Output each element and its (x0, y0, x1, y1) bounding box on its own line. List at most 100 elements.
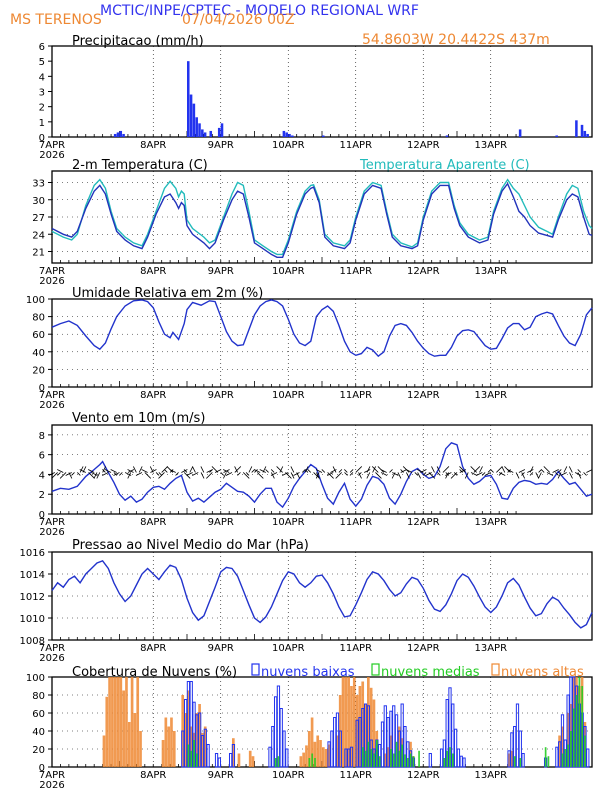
cloud-high-bar (201, 732, 204, 767)
precip-bar (518, 129, 522, 137)
wind-arrow (79, 469, 86, 473)
wind-arrow (181, 469, 188, 473)
rh-ytick-label: 100 (26, 295, 45, 306)
wind-arrow (436, 466, 441, 473)
precip-bar (285, 132, 288, 137)
wind-arrow (501, 466, 506, 473)
temp-ytick-label: 33 (32, 179, 45, 190)
wind-arrow (102, 469, 106, 473)
cloud-mid-bar (561, 753, 564, 767)
wind-arrow (138, 466, 143, 473)
cloud-high-bar (113, 677, 117, 767)
wind-arrow (521, 472, 526, 479)
cloud-mid-bar (446, 750, 449, 767)
wind-year-label: 2026 (39, 527, 64, 538)
wind-arrow (57, 469, 64, 473)
precip-bar (203, 132, 207, 137)
wind-arrow (355, 466, 363, 473)
cloud-high-bar (170, 717, 173, 767)
wind-arrow (344, 469, 348, 473)
cloud-high-bar (322, 747, 325, 767)
wind-arrow (335, 472, 342, 479)
precip-bar (209, 130, 213, 137)
precip-bar (288, 133, 291, 137)
cloud-high-bar (361, 681, 365, 767)
precip-bar (445, 135, 449, 137)
wind-arrow (183, 469, 188, 473)
wind-arrow (557, 469, 562, 473)
temp-ytick-label: 24 (32, 230, 45, 241)
cloud-low-bar (586, 748, 590, 768)
cloud-mid-bar (314, 758, 316, 767)
wind-arrow (574, 472, 582, 476)
temp-year-label: 2026 (39, 276, 64, 287)
cloud-high-bar (130, 677, 134, 767)
cloud-mid-bar (572, 708, 575, 767)
wind-arrow (265, 469, 269, 473)
precip-bar (116, 132, 120, 137)
precip-bar (555, 135, 558, 137)
wind-arrow (425, 472, 432, 476)
wind-arrow (214, 469, 222, 473)
wind-arrow (155, 472, 160, 476)
wind-xtick-label: 10APR (272, 517, 305, 528)
wind-arrow (515, 472, 520, 479)
wind-arrow (417, 472, 421, 479)
clouds-xtick-label: 8APR (140, 770, 166, 781)
wind-arrow (65, 472, 72, 476)
cloud-high-bar (507, 753, 511, 767)
wind-arrow (481, 472, 486, 476)
pres-xtick-label: 12APR (407, 643, 440, 654)
cloud-mid-bar (193, 740, 195, 767)
wind-arrow (414, 472, 419, 476)
cloud-low-bar (282, 730, 286, 768)
temp-legend-apparent: Temperatura Aparente (C) (359, 158, 530, 173)
wind-arrow (113, 472, 120, 476)
precip-bar (575, 120, 578, 137)
cloud-mid-bar (361, 747, 364, 767)
cloud-low-bar (330, 730, 334, 768)
wind-arrow (400, 469, 404, 473)
wind-arrow (540, 469, 545, 473)
legend-mid-swatch (371, 663, 380, 676)
cloud-low-bar (183, 699, 188, 768)
cloud-mid-bar (196, 753, 198, 767)
legend-low-label: nuvens baixas (261, 665, 355, 680)
cloud-mid-bar (277, 756, 280, 767)
cloud-low-bar (349, 746, 354, 768)
legend-high-swatch (491, 663, 500, 676)
wind-xtick-label: 9APR (208, 517, 234, 528)
cloud-high-bar (232, 738, 235, 767)
wind-arrow (290, 466, 295, 473)
cloud-low-bar (347, 748, 351, 768)
cloud-high-bar (139, 731, 142, 767)
wind-arrow (327, 472, 334, 476)
clouds-xtick-label: 13APR (474, 770, 507, 781)
wind-arrow (93, 472, 98, 479)
wind-arrow (259, 469, 266, 473)
precip-ytick-label: 5 (39, 57, 45, 68)
cloud-high-bar (344, 677, 348, 767)
cloud-low-bar (335, 712, 340, 768)
pres-ytick-label: 1008 (20, 636, 45, 647)
wind-arrow (59, 472, 67, 479)
precip-bar (583, 130, 587, 137)
pres-ytick-label: 1010 (20, 614, 45, 625)
wind-arrow (282, 472, 289, 476)
wind-arrow (48, 472, 55, 476)
header-station: MS TERENOS (10, 12, 102, 28)
precip-xtick-label: 7APR (39, 140, 65, 151)
cloud-low-bar (456, 748, 461, 768)
rh-year-label: 2026 (39, 400, 64, 411)
pres-xtick-label: 9APR (208, 643, 234, 654)
temp-ytick-label: 27 (32, 213, 45, 224)
cloud-high-bar (198, 704, 201, 767)
cloud-mid-bar (367, 741, 370, 767)
rh-xtick-label: 8APR (140, 390, 166, 401)
rh-ytick-label: 80 (32, 313, 45, 324)
wind-arrow (304, 466, 309, 473)
legend-low-swatch (251, 663, 260, 676)
cloud-low-bar (231, 744, 236, 768)
wind-series-line (51, 441, 593, 509)
rh-ytick-label: 20 (32, 365, 45, 376)
